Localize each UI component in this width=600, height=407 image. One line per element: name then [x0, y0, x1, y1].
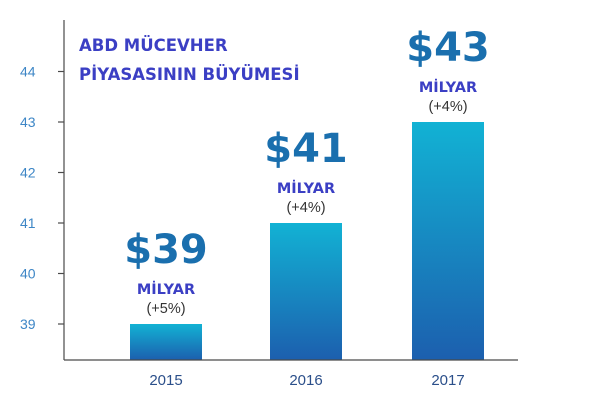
bars [130, 122, 484, 360]
chart-title-line-2: PİYASASININ BÜYÜMESİ [79, 65, 300, 84]
bar-2016 [270, 223, 342, 360]
y-tick-label: 40 [20, 266, 36, 282]
x-tick-label-2017: 2017 [431, 372, 464, 389]
change-label-2015: (+5%) [146, 301, 185, 317]
change-label-2017: (+4%) [428, 99, 467, 115]
x-tick-label-2016: 2016 [289, 372, 322, 389]
unit-label-2016: MİLYAR [277, 180, 335, 197]
value-label-2015: $39 [124, 227, 208, 273]
value-label-2017: $43 [406, 25, 490, 71]
bar-2017 [412, 122, 484, 360]
x-tick-label-2015: 2015 [149, 372, 182, 389]
y-tick-label: 43 [20, 114, 36, 130]
axes [63, 20, 518, 361]
bar-2015 [130, 324, 202, 360]
unit-label-2017: MİLYAR [419, 79, 477, 96]
y-tick-label: 39 [20, 316, 36, 332]
y-tick-label: 42 [20, 165, 36, 181]
chart-title-line-1: ABD MÜCEVHER [79, 36, 228, 55]
chart-title: ABD MÜCEVHER PİYASASININ BÜYÜMESİ [79, 36, 300, 84]
y-tick-label: 41 [20, 215, 36, 231]
x-axis-labels: 2015 2016 2017 [149, 372, 464, 389]
y-tick-label: 44 [20, 64, 36, 80]
value-label-2016: $41 [264, 126, 348, 172]
change-label-2016: (+4%) [286, 200, 325, 216]
value-labels: $39 MİLYAR (+5%) $41 MİLYAR (+4%) $43 MİLYAR (+4… [124, 25, 490, 317]
unit-label-2015: MİLYAR [137, 281, 195, 298]
y-axis-ticks: 39 40 41 42 43 44 [20, 64, 64, 332]
